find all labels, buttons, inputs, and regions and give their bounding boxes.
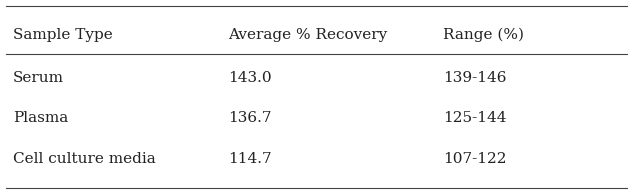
Text: 136.7: 136.7 <box>228 111 272 125</box>
Text: 125-144: 125-144 <box>443 111 506 125</box>
Text: Sample Type: Sample Type <box>13 28 113 42</box>
Text: Range (%): Range (%) <box>443 28 524 42</box>
Text: 107-122: 107-122 <box>443 152 506 166</box>
Text: 139-146: 139-146 <box>443 71 506 85</box>
Text: 114.7: 114.7 <box>228 152 272 166</box>
Text: Serum: Serum <box>13 71 64 85</box>
Text: 143.0: 143.0 <box>228 71 272 85</box>
Text: Plasma: Plasma <box>13 111 68 125</box>
Text: Cell culture media: Cell culture media <box>13 152 156 166</box>
Text: Average % Recovery: Average % Recovery <box>228 28 387 42</box>
